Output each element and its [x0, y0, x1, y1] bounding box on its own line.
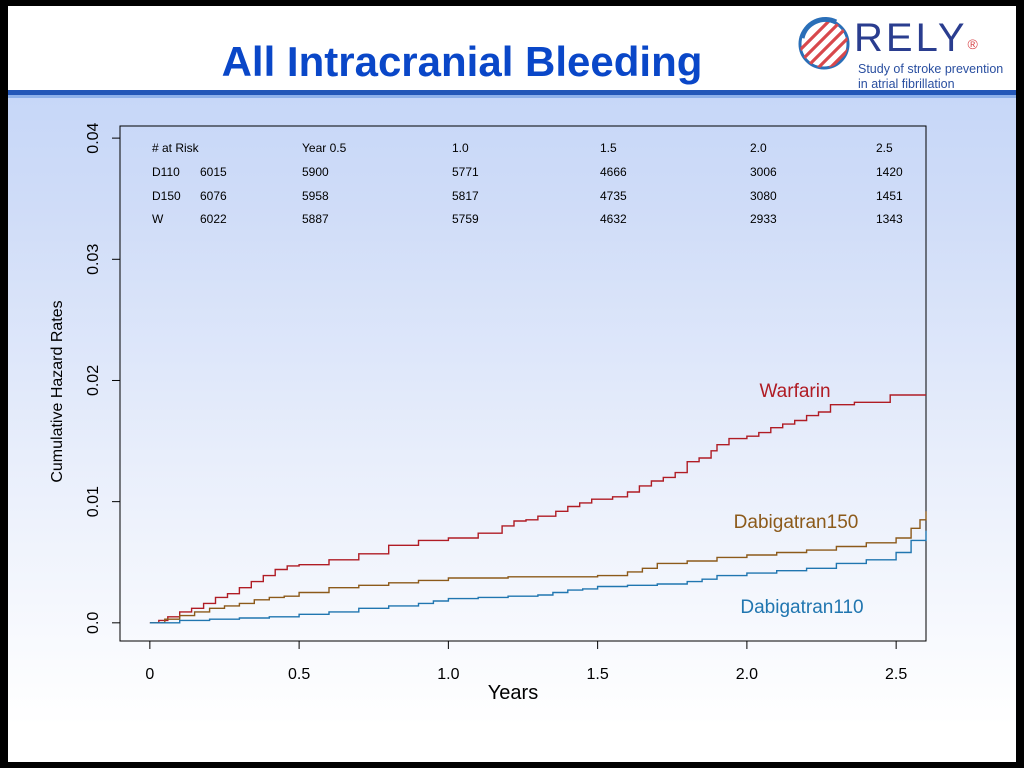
- risk-table-n0-1: 6076: [200, 189, 227, 203]
- risk-table-cell-2-5: 2933: [750, 212, 777, 226]
- x-tick-label-3: 1.5: [587, 666, 609, 683]
- risk-table-cell-0-2: 5900: [302, 165, 329, 179]
- risk-table-cell-2-3: 5759: [452, 212, 479, 226]
- risk-table-cell-0-4: 4666: [600, 165, 627, 179]
- y-tick-label-0: 0.0: [85, 612, 102, 634]
- x-axis-title: Years: [488, 682, 538, 704]
- risk-table-cell-2-4: 4632: [600, 212, 627, 226]
- hazard-chart: 0 0.5 1.0 1.5 2.0 2.5 0.0 0.01 0.02 0.03 0.04 Years…: [49, 122, 927, 704]
- risk-table-group-1: D150: [152, 189, 181, 203]
- risk-table-cell-1-4: 4735: [600, 189, 627, 203]
- slide: All Intracranial Bleeding RELY® Study of…: [8, 6, 1016, 762]
- risk-table-header-6: 2.5: [876, 141, 893, 155]
- risk-table-cell-1-3: 5817: [452, 189, 479, 203]
- series-line-dabigatran110: [149, 530, 927, 624]
- risk-table-group-0: D110: [152, 165, 180, 179]
- x-tick-label-4: 2.0: [736, 666, 758, 683]
- y-tick-label-1: 0.01: [85, 486, 102, 517]
- header-rule-highlight: [8, 95, 1016, 98]
- risk-table-group-2: W: [152, 212, 164, 226]
- x-tick-label-1: 0.5: [288, 666, 310, 683]
- risk-table-header-3: 1.0: [452, 141, 469, 155]
- x-tick-label-5: 2.5: [885, 666, 907, 683]
- x-tick-label-2: 1.0: [437, 666, 459, 683]
- series-line-warfarin: [149, 394, 926, 624]
- y-tick-label-3: 0.03: [85, 244, 102, 275]
- risk-table-header-label: # at Risk: [152, 141, 200, 155]
- risk-table-n0-0: 6015: [200, 165, 227, 179]
- rely-logo: RELY® Study of stroke prevention in atri…: [792, 10, 1012, 91]
- risk-table-cell-0-5: 3006: [750, 165, 777, 179]
- series-line-dabigatran150: [149, 511, 927, 624]
- logo-tagline-line2: in atrial fibrillation: [858, 77, 955, 91]
- risk-table-header-4: 1.5: [600, 141, 617, 155]
- series-label-dabigatran110: Dabigatran110: [740, 597, 863, 618]
- globe-logo-icon: [798, 17, 850, 70]
- risk-table-header-5: 2.0: [750, 141, 767, 155]
- series-label-warfarin: Warfarin: [759, 381, 830, 402]
- header-rule: [8, 90, 1016, 95]
- risk-table-cell-1-6: 1451: [876, 189, 903, 203]
- logo-wordmark: RELY®: [854, 16, 978, 60]
- plot-frame: [119, 125, 927, 642]
- x-tick-label-0: 0: [145, 666, 154, 683]
- y-tick-label-4: 0.04: [85, 122, 102, 153]
- risk-table-header-2: Year 0.5: [302, 141, 347, 155]
- slide-title: All Intracranial Bleeding: [221, 38, 703, 85]
- series-label-dabigatran150: Dabigatran150: [734, 512, 859, 533]
- risk-table-cell-0-6: 1420: [876, 165, 903, 179]
- risk-table-cell-1-2: 5958: [302, 189, 329, 203]
- risk-table-cell-0-3: 5771: [452, 165, 479, 179]
- risk-table-n0-2: 6022: [200, 212, 227, 226]
- risk-table-cell-2-6: 1343: [876, 212, 903, 226]
- risk-table-cell-2-2: 5887: [302, 212, 329, 226]
- y-axis-title: Cumulative Hazard Rates: [49, 300, 66, 482]
- header-band: All Intracranial Bleeding RELY® Study of…: [8, 6, 1016, 92]
- logo-tagline-line1: Study of stroke prevention: [858, 62, 1004, 76]
- risk-table-cell-1-5: 3080: [750, 189, 777, 203]
- y-tick-label-2: 0.02: [85, 365, 102, 396]
